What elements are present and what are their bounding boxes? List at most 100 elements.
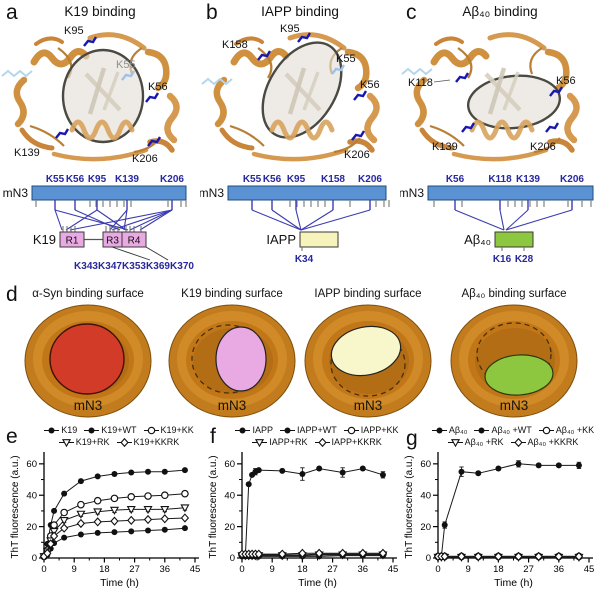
legend-row: K19 K19+WT K19+KK bbox=[44, 424, 194, 436]
legend-label: IAPP bbox=[252, 425, 273, 435]
legend-item: Aβ₄₀ +KK bbox=[538, 425, 595, 435]
panel-letter-c: c bbox=[406, 1, 417, 24]
repeat-domain-label: R3 bbox=[106, 236, 119, 247]
lysine-sidechain-icon bbox=[55, 128, 70, 139]
residue-label: K206 bbox=[530, 141, 556, 153]
legend-row: IAPP+RK IAPP+KKRK bbox=[252, 436, 382, 448]
residue-label: K158 bbox=[222, 39, 248, 51]
legend-marker-icon bbox=[235, 427, 251, 433]
legend-marker-icon bbox=[84, 427, 100, 433]
repeat-domain-label: R4 bbox=[128, 236, 141, 247]
surface-donut: mN3 bbox=[450, 304, 578, 418]
legend-item: Aβ₄₀ bbox=[431, 425, 468, 435]
ligand-residue-label: K34 bbox=[295, 254, 314, 265]
x-tick-label: 9 bbox=[270, 564, 275, 575]
legend-label: K19+KK bbox=[160, 425, 194, 435]
legend-label: IAPP+RK bbox=[269, 437, 308, 447]
legend-item: K19 bbox=[44, 425, 77, 435]
legend-item: IAPP bbox=[235, 425, 273, 435]
legend-marker-icon bbox=[447, 438, 463, 447]
ligand-name: K19 bbox=[33, 232, 56, 247]
x-tick-label: 27 bbox=[129, 564, 140, 575]
lysine-sidechain-icon bbox=[545, 122, 560, 133]
y-tick-label: 0 bbox=[32, 553, 37, 564]
legend-row: Aβ₄₀ +RK Aβ₄₀ +KKRK bbox=[447, 436, 578, 448]
legend-label: Aβ₄₀ bbox=[448, 425, 468, 435]
legend-label: IAPP+KKRK bbox=[331, 437, 382, 447]
panel-letter-g: g bbox=[406, 427, 418, 450]
legend-marker-icon bbox=[538, 426, 554, 434]
ligand-residue-label: K343 bbox=[74, 261, 98, 272]
ligand-residue-label: K370 bbox=[170, 261, 194, 272]
lysine-sidechain-icon bbox=[461, 122, 476, 133]
legend-item: Aβ₄₀ +WT bbox=[474, 425, 532, 435]
map-residue-label: K95 bbox=[287, 174, 306, 185]
binding-surface-patch bbox=[215, 326, 267, 392]
residue-map: K55 K56 K95 K158 K206 mN3 IAPP K34 bbox=[199, 174, 390, 265]
lysine-sidechain-icon bbox=[257, 50, 272, 61]
repeat-domain-label: R1 bbox=[66, 236, 79, 247]
legend-row: Aβ₄₀ Aβ₄₀ +WT Aβ₄₀ +KK bbox=[431, 424, 595, 436]
chart-legend-e: K19 K19+WT K19+KK K19+RK K19+KKRK bbox=[34, 424, 204, 448]
x-tick-label: 45 bbox=[388, 564, 399, 575]
residue-label: K95 bbox=[280, 23, 300, 35]
ligand-residue-label: K369 bbox=[146, 261, 170, 272]
ligand-box bbox=[59, 231, 85, 248]
surface-title: K19 binding surface bbox=[181, 288, 283, 300]
legend-label: Aβ₄₀ +KK bbox=[555, 425, 595, 435]
tht-fluorescence-plot: 0 20 40 60 0 9 18 27 36 45 ThT fluorescence (a.u.)… bbox=[404, 452, 594, 589]
binding-map-b: K55 K56 K95 K158 K206 mN3 IAPP K34 bbox=[199, 170, 400, 289]
lipid-chain-icon bbox=[401, 67, 433, 76]
chart-legend-f: IAPP IAPP+WT IAPP+KK IAPP+RK IAPP+KKRK bbox=[232, 424, 402, 448]
chart-e: 0 20 40 60 0 9 18 27 36 45 ThT fluorescence (a.u.)… bbox=[8, 448, 204, 590]
ribbon-cartoon bbox=[13, 32, 180, 162]
protein-structure: K95 K55 K56 K139 K206 bbox=[1, 25, 180, 165]
ligand-residue-label: K353 bbox=[122, 261, 146, 272]
core-protein-label: mN3 bbox=[500, 398, 529, 413]
surface-title: Aβ₄₀ binding surface bbox=[461, 288, 567, 300]
x-tick-label: 18 bbox=[297, 564, 308, 575]
legend-item: IAPP+KKRK bbox=[314, 437, 382, 447]
x-axis-label: Time (h) bbox=[100, 577, 139, 588]
ligand-name: Aβ₄₀ bbox=[464, 232, 491, 247]
legend-label: K19+WT bbox=[101, 425, 137, 435]
protein-name: mN3 bbox=[200, 186, 224, 200]
structure-cartoon-a: K95 K55 K56 K139 K206 bbox=[0, 18, 200, 175]
x-tick-label: 18 bbox=[99, 564, 110, 575]
lysine-sidechain-icon bbox=[83, 36, 98, 47]
chart-g: 0 20 40 60 0 9 18 27 36 45 ThT fluorescence (a.u.)… bbox=[402, 448, 598, 590]
map-residue-label: K139 bbox=[516, 174, 540, 185]
lysine-sidechain-icon bbox=[351, 130, 366, 141]
y-tick-label: 0 bbox=[426, 553, 431, 564]
lysine-sidechain-icon bbox=[145, 92, 160, 103]
alpha-syn-footprint-dashed bbox=[476, 322, 552, 386]
y-tick-label: 40 bbox=[26, 490, 37, 501]
legend-marker-icon bbox=[314, 437, 330, 447]
ligand-name: IAPP bbox=[266, 232, 296, 247]
residue-label: K118 bbox=[408, 77, 433, 89]
residue-label: K56 bbox=[556, 75, 576, 87]
legend-label: K19+RK bbox=[75, 437, 110, 447]
surface-model-alpha-syn: mN3 bbox=[18, 302, 158, 429]
lysine-sidechain-icon bbox=[455, 72, 470, 83]
ligand-box bbox=[494, 231, 534, 248]
x-axis-label: Time (h) bbox=[494, 577, 533, 588]
map-residue-label: K206 bbox=[160, 174, 184, 185]
x-tick-label: 36 bbox=[160, 564, 171, 575]
lysine-sidechain-icon bbox=[121, 70, 136, 81]
y-tick-label: 60 bbox=[26, 459, 37, 470]
x-tick-label: 45 bbox=[190, 564, 201, 575]
legend-item: K19+RK bbox=[58, 437, 110, 447]
lysine-sidechain-icon bbox=[549, 86, 564, 97]
surface-model-abeta: mN3 bbox=[444, 302, 584, 429]
map-residue-label: K55 bbox=[46, 174, 65, 185]
panel-letter-d: d bbox=[6, 283, 18, 306]
map-residue-label: K56 bbox=[263, 174, 282, 185]
map-residue-label: K118 bbox=[488, 174, 512, 185]
core-protein-label: mN3 bbox=[354, 398, 383, 413]
legend-marker-icon bbox=[44, 427, 60, 433]
binding-map-c: K56 K118 K139 K206 mN3 Aβ₄₀ K16 K28 bbox=[399, 170, 600, 289]
ribbon-inside-surface bbox=[269, 67, 335, 141]
surface-donut: mN3 bbox=[24, 304, 152, 418]
